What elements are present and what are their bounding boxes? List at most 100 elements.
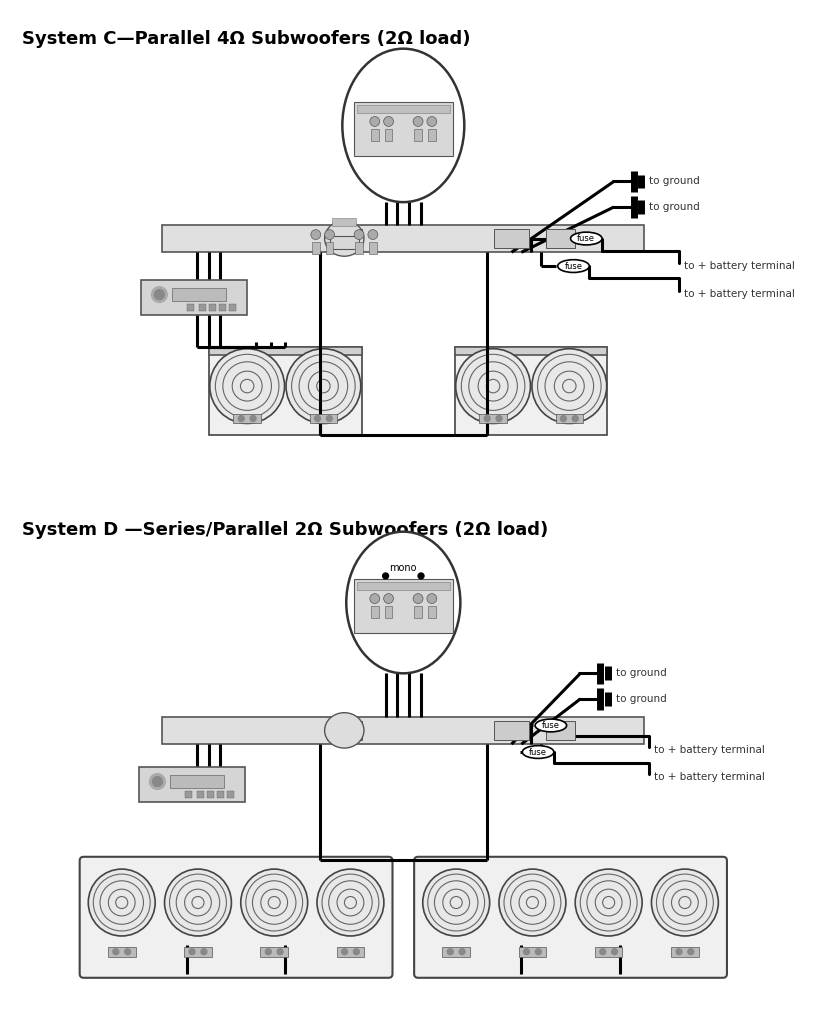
- FancyBboxPatch shape: [327, 721, 361, 740]
- Text: to + battery terminal: to + battery terminal: [684, 261, 794, 271]
- Circle shape: [447, 949, 453, 954]
- Circle shape: [612, 949, 618, 954]
- Circle shape: [413, 117, 423, 126]
- Text: to ground: to ground: [649, 202, 700, 212]
- FancyBboxPatch shape: [371, 606, 378, 618]
- FancyBboxPatch shape: [671, 947, 699, 956]
- Circle shape: [383, 117, 393, 126]
- Circle shape: [165, 869, 232, 936]
- FancyBboxPatch shape: [108, 947, 135, 956]
- FancyBboxPatch shape: [207, 791, 214, 798]
- FancyBboxPatch shape: [162, 717, 645, 744]
- FancyBboxPatch shape: [371, 129, 378, 141]
- FancyBboxPatch shape: [172, 288, 226, 301]
- FancyBboxPatch shape: [233, 414, 261, 424]
- FancyBboxPatch shape: [327, 228, 361, 249]
- Text: to + battery terminal: to + battery terminal: [654, 772, 765, 781]
- Circle shape: [265, 949, 271, 954]
- FancyBboxPatch shape: [369, 243, 377, 254]
- Text: to + battery terminal: to + battery terminal: [654, 745, 765, 755]
- Circle shape: [572, 416, 578, 422]
- Circle shape: [370, 117, 380, 126]
- Circle shape: [368, 229, 378, 240]
- FancyBboxPatch shape: [329, 236, 359, 250]
- Circle shape: [152, 287, 167, 302]
- Ellipse shape: [342, 49, 464, 202]
- Circle shape: [600, 949, 606, 954]
- Circle shape: [152, 776, 162, 786]
- FancyBboxPatch shape: [312, 243, 319, 254]
- Ellipse shape: [346, 531, 460, 674]
- Circle shape: [676, 949, 682, 954]
- Circle shape: [523, 949, 529, 954]
- Circle shape: [250, 416, 256, 422]
- FancyBboxPatch shape: [219, 304, 226, 311]
- FancyBboxPatch shape: [209, 347, 361, 354]
- Text: fuse: fuse: [564, 261, 582, 270]
- FancyBboxPatch shape: [414, 129, 422, 141]
- FancyBboxPatch shape: [184, 947, 212, 956]
- Circle shape: [324, 229, 334, 240]
- FancyBboxPatch shape: [354, 102, 453, 157]
- Circle shape: [189, 949, 195, 954]
- FancyBboxPatch shape: [479, 414, 507, 424]
- FancyBboxPatch shape: [141, 280, 247, 315]
- Circle shape: [427, 117, 437, 126]
- Circle shape: [201, 949, 207, 954]
- FancyBboxPatch shape: [209, 347, 361, 435]
- Ellipse shape: [571, 232, 602, 245]
- FancyBboxPatch shape: [337, 947, 364, 956]
- FancyBboxPatch shape: [455, 347, 608, 354]
- Circle shape: [317, 869, 384, 936]
- Circle shape: [354, 229, 364, 240]
- FancyBboxPatch shape: [229, 304, 236, 311]
- FancyBboxPatch shape: [197, 791, 204, 798]
- Ellipse shape: [535, 719, 567, 732]
- Text: to ground: to ground: [616, 669, 667, 678]
- Circle shape: [418, 573, 424, 579]
- Circle shape: [499, 869, 566, 936]
- Circle shape: [210, 349, 284, 424]
- FancyBboxPatch shape: [428, 129, 436, 141]
- Circle shape: [326, 416, 333, 422]
- Text: System D —Series/Parallel 2Ω Subwoofers (2Ω load): System D —Series/Parallel 2Ω Subwoofers …: [21, 521, 548, 539]
- FancyBboxPatch shape: [199, 304, 206, 311]
- FancyBboxPatch shape: [326, 243, 333, 254]
- Circle shape: [277, 949, 283, 954]
- FancyBboxPatch shape: [355, 243, 363, 254]
- Circle shape: [496, 416, 502, 422]
- Circle shape: [238, 416, 244, 422]
- FancyBboxPatch shape: [260, 947, 288, 956]
- FancyBboxPatch shape: [555, 414, 583, 424]
- Circle shape: [314, 416, 320, 422]
- Text: fuse: fuse: [577, 234, 595, 243]
- FancyBboxPatch shape: [357, 104, 450, 113]
- FancyBboxPatch shape: [546, 228, 576, 249]
- FancyBboxPatch shape: [310, 414, 337, 424]
- FancyBboxPatch shape: [217, 791, 224, 798]
- FancyBboxPatch shape: [333, 218, 356, 225]
- Circle shape: [286, 349, 361, 424]
- Text: fuse: fuse: [542, 721, 560, 730]
- Circle shape: [688, 949, 694, 954]
- FancyBboxPatch shape: [357, 582, 450, 590]
- FancyBboxPatch shape: [79, 857, 392, 978]
- Circle shape: [532, 349, 607, 424]
- Ellipse shape: [324, 713, 364, 749]
- Circle shape: [241, 869, 308, 936]
- Text: to ground: to ground: [649, 176, 700, 186]
- Circle shape: [113, 949, 119, 954]
- Circle shape: [383, 594, 393, 603]
- FancyBboxPatch shape: [414, 857, 727, 978]
- Circle shape: [150, 774, 165, 790]
- Circle shape: [311, 229, 321, 240]
- Circle shape: [560, 416, 567, 422]
- FancyBboxPatch shape: [495, 228, 529, 249]
- Circle shape: [651, 869, 718, 936]
- FancyBboxPatch shape: [518, 947, 546, 956]
- Circle shape: [342, 949, 347, 954]
- Circle shape: [124, 949, 130, 954]
- FancyBboxPatch shape: [414, 606, 422, 618]
- FancyBboxPatch shape: [162, 224, 645, 252]
- FancyBboxPatch shape: [188, 304, 194, 311]
